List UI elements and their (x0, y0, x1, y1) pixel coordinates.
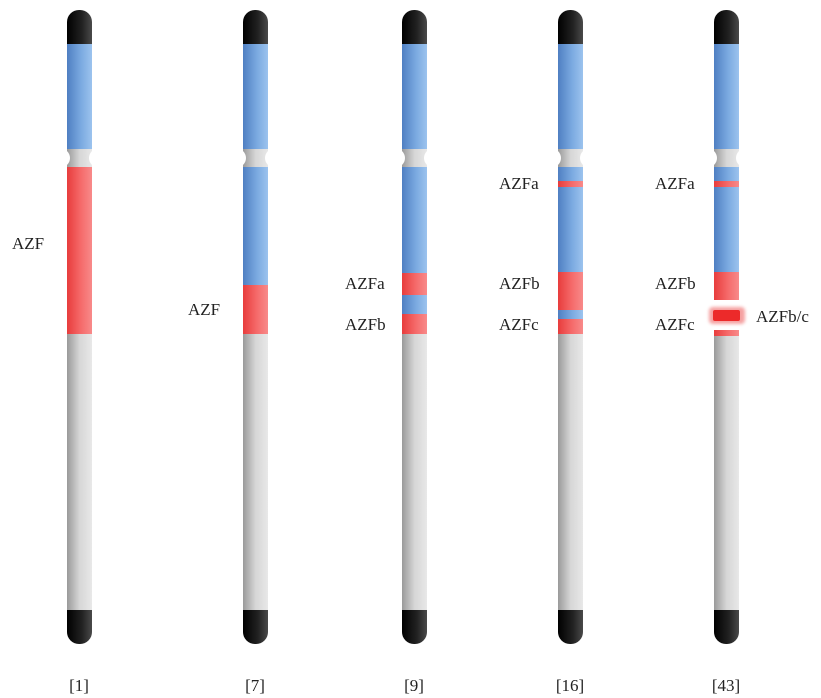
long-arm-blue-segment (714, 167, 739, 181)
label-azfa: AZFa (655, 174, 695, 193)
azfc-region (714, 330, 739, 336)
label-azfa: AZFa (345, 274, 385, 293)
reference-label: [1] (69, 676, 89, 695)
chromosome-tip-fill (402, 30, 427, 44)
centromere (67, 149, 92, 167)
chromosome-tip-fill (714, 610, 739, 624)
long-arm-segment (558, 334, 583, 624)
chromosome-tip-fill (558, 30, 583, 44)
short-arm-segment (67, 44, 92, 149)
label-azfb: AZFb (655, 274, 696, 293)
azfb-region (402, 314, 427, 334)
centromere (558, 149, 583, 167)
label-azfb: AZFb (499, 274, 540, 293)
azfb-region (714, 272, 739, 300)
long-arm-blue-segment (402, 167, 427, 273)
chromosome-tip-fill (558, 610, 583, 624)
chromosome-2 (243, 10, 268, 644)
short-arm-segment (402, 44, 427, 149)
chromosome-3 (402, 10, 427, 644)
label-azfbc: AZFb/c (756, 307, 809, 326)
azf-region (67, 167, 92, 334)
chromosome-tip-fill (67, 30, 92, 44)
azfb-region (558, 272, 583, 310)
short-arm-segment (714, 44, 739, 149)
centromere (714, 149, 739, 167)
long-arm-blue-segment (243, 167, 268, 285)
azfa-region (714, 181, 739, 187)
chromosome-tip-fill (402, 610, 427, 624)
label-azfb: AZFb (345, 315, 386, 334)
centromere (243, 149, 268, 167)
long-arm-segment (243, 334, 268, 624)
azfa-region (558, 181, 583, 187)
chromosome-1 (67, 10, 92, 644)
reference-label: [43] (712, 676, 740, 695)
long-arm-blue-segment (714, 187, 739, 272)
long-arm-blue-segment (558, 167, 583, 181)
label-azfc: AZFc (499, 315, 539, 334)
chromosome-tip-fill (243, 30, 268, 44)
long-arm-blue-segment (402, 295, 427, 314)
chromosome-4 (558, 10, 583, 644)
long-arm-segment (67, 334, 92, 624)
label-azf: AZF (188, 300, 220, 319)
azfbc-deletion-region (713, 310, 740, 321)
label-azfc: AZFc (655, 315, 695, 334)
chromosome-tip-fill (243, 610, 268, 624)
azfc-region (558, 319, 583, 334)
long-arm-segment (402, 334, 427, 624)
reference-label: [16] (556, 676, 584, 695)
azf-region (243, 285, 268, 334)
label-azf: AZF (12, 234, 44, 253)
centromere (402, 149, 427, 167)
reference-label: [7] (245, 676, 265, 695)
chromosome-5 (709, 10, 745, 644)
short-arm-segment (558, 44, 583, 149)
azfa-region (402, 273, 427, 295)
chromosome-tip-fill (714, 30, 739, 44)
short-arm-segment (243, 44, 268, 149)
long-arm-segment (714, 336, 739, 624)
long-arm-blue-segment (558, 187, 583, 272)
chromosome-tip-fill (67, 610, 92, 624)
long-arm-blue-segment (558, 310, 583, 319)
reference-label: [9] (404, 676, 424, 695)
label-azfa: AZFa (499, 174, 539, 193)
